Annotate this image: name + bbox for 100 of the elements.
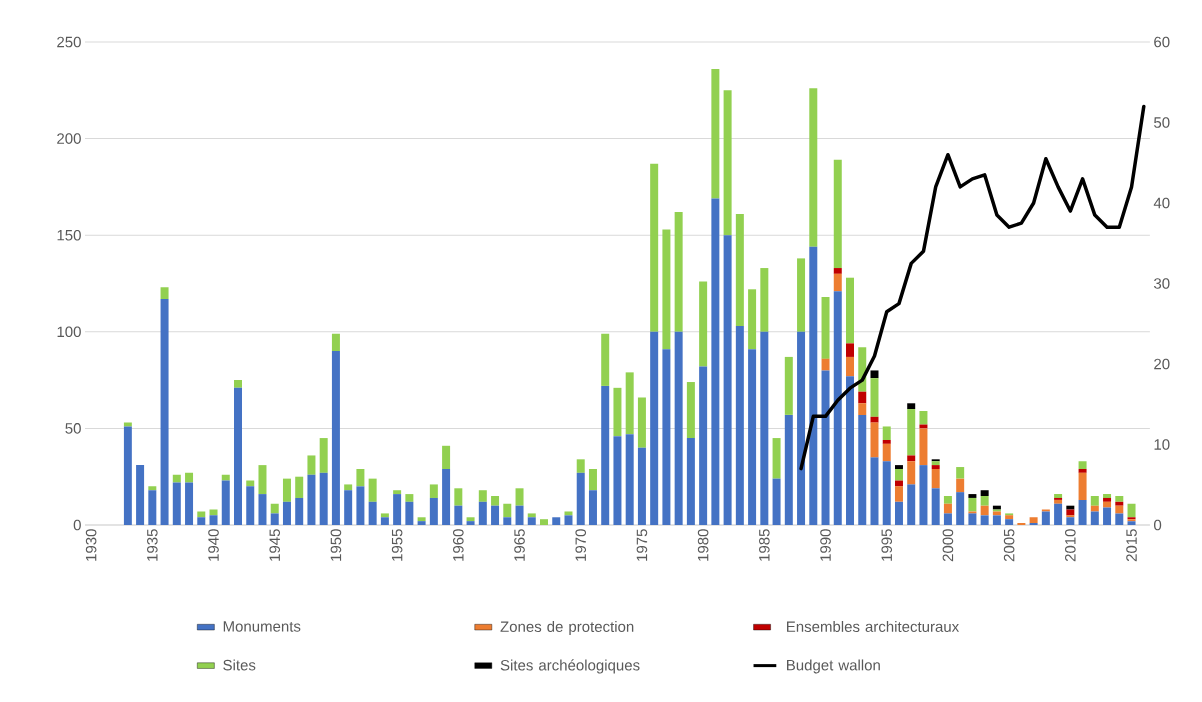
bar [821,297,830,359]
bar [601,333,610,386]
bar [772,478,781,525]
bar [943,503,952,514]
x-tick-label: 2015 [1126,529,1137,562]
y-tick-label: 100 [57,326,81,338]
bar [1054,503,1063,525]
bar [368,501,377,525]
bar [172,474,181,483]
bar [907,484,916,525]
bar [1078,461,1087,469]
legend-label: Monuments [223,621,301,632]
bar [380,517,389,525]
bar [735,213,744,326]
bar [282,501,291,525]
bar [821,358,830,371]
x-tick-label: 1950 [330,529,342,561]
bar [258,465,267,495]
bar [858,414,867,525]
bar [919,465,928,525]
bar [846,356,855,377]
bar [307,474,316,525]
bar [968,497,977,512]
bar [711,198,720,525]
bar [723,235,732,525]
y-tick-label: 250 [57,36,81,48]
bar [686,382,695,439]
bar [197,511,206,518]
bar [650,331,659,525]
legend-label: Sites archéologiques [500,659,640,674]
bar [442,445,451,469]
x-tick-label: 1980 [697,529,709,561]
bar [882,439,891,444]
bar [1005,519,1014,525]
bar [699,366,708,525]
bar [478,490,487,502]
bar [185,472,194,483]
bar [209,515,218,525]
x-tick-label: 1990 [820,529,831,561]
bar [907,409,916,456]
bar [429,497,438,525]
bar [221,480,230,525]
bar [870,378,879,417]
bar [613,387,622,437]
bar [1090,511,1099,525]
bar [185,482,194,525]
y-tick-label: 0 [73,519,81,531]
bar [1005,515,1014,520]
bar [221,474,230,481]
bar [1103,497,1112,502]
bar [1115,505,1124,514]
bar [478,501,487,525]
y2-tick-label: 30 [1154,278,1170,289]
x-tick-label: 2000 [942,529,954,562]
bar [931,488,940,525]
bar [515,488,524,506]
bar [1090,496,1099,506]
bar [1078,472,1087,500]
bar [503,517,512,525]
bar [686,438,695,525]
x-tick-label: 2005 [1003,529,1015,562]
y-tick-label: 200 [57,133,81,144]
legend-label: Ensembles architecturaux [787,620,960,632]
legend-label: Budget wallon [787,659,880,674]
bar [1115,501,1124,506]
bar [894,501,903,525]
bar [699,281,708,367]
bar [980,496,989,506]
y-tick-label: 150 [57,229,81,241]
x-tick-label: 1975 [636,529,648,561]
bar [809,88,818,247]
bar [270,503,279,514]
x-tick-label: 1995 [881,529,893,561]
bar [662,349,671,525]
bar [809,246,818,525]
bar [491,496,500,506]
bar [1054,499,1063,504]
bar [380,513,389,518]
y2-tick-label: 0 [1154,519,1162,531]
bar [882,461,891,525]
bar [919,411,928,425]
x-tick-label: 2010 [1065,529,1076,562]
bar [405,501,414,525]
bar [1029,517,1038,524]
bar [992,505,1001,510]
bar [258,494,267,525]
bar [784,414,793,525]
bar [968,513,977,525]
bar [637,447,646,525]
bar [270,513,279,525]
bar [650,163,659,332]
bar [894,465,903,469]
bar [295,497,304,525]
bar [282,478,291,502]
x-tick-label: 1965 [514,529,525,561]
x-tick-label: 1960 [453,529,464,561]
bar [588,468,597,491]
bar [148,486,157,491]
bar [1078,468,1087,473]
bar [797,331,806,525]
